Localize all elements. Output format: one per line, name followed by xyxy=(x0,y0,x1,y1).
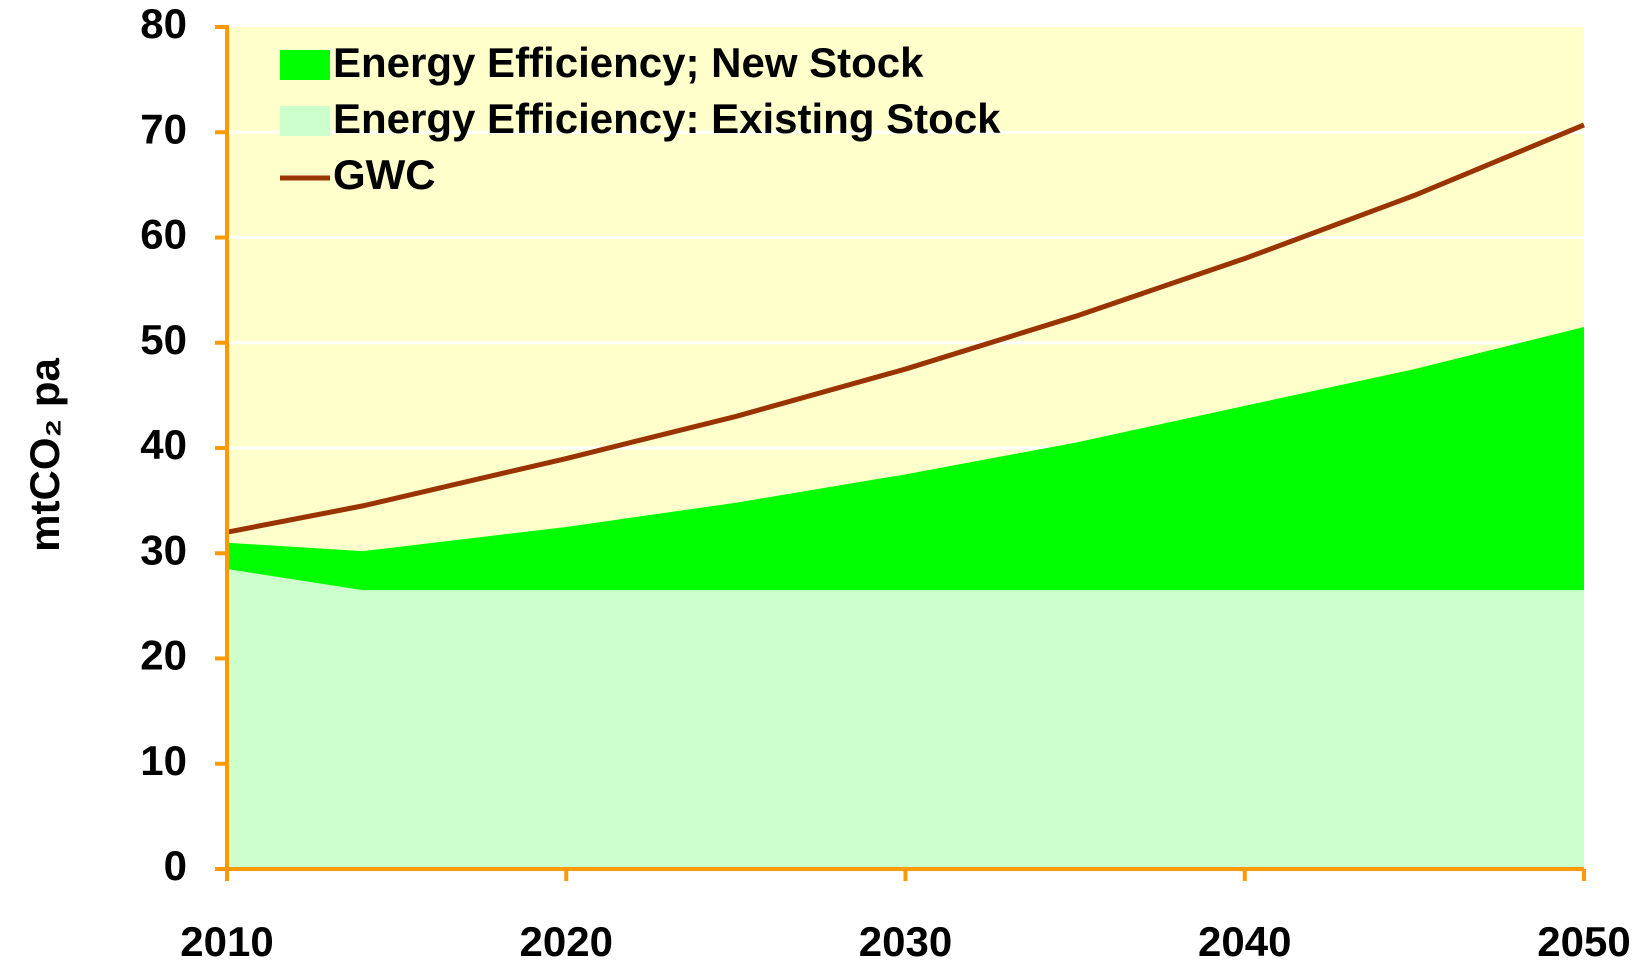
y-tick-label: 80 xyxy=(140,0,187,47)
legend-label: Energy Efficiency: Existing Stock xyxy=(333,95,1001,142)
x-tick-label: 2030 xyxy=(859,918,952,963)
area xyxy=(227,569,1584,869)
y-axis-label: mtCO₂ pa xyxy=(21,358,68,552)
line xyxy=(226,122,1585,535)
x-tick-label: 2010 xyxy=(180,918,273,963)
y-tick-label: 30 xyxy=(140,526,187,573)
x-tick-label: 2040 xyxy=(1198,918,1291,963)
y-tick-label: 0 xyxy=(164,842,187,889)
y-tick-label: 70 xyxy=(140,105,187,152)
y-tick-label: 40 xyxy=(140,421,187,468)
legend-swatch xyxy=(280,106,330,136)
y-tick-label: 60 xyxy=(140,211,187,258)
x-tick-label: 2050 xyxy=(1537,918,1630,963)
legend-swatch xyxy=(280,50,330,80)
y-tick-label: 50 xyxy=(140,316,187,363)
legend-label: GWC xyxy=(333,151,436,198)
x-tick-label: 2020 xyxy=(520,918,613,963)
legend-label: Energy Efficiency; New Stock xyxy=(333,39,924,86)
y-tick-label: 20 xyxy=(140,632,187,679)
y-tick-label: 10 xyxy=(140,737,187,784)
area xyxy=(227,326,1584,591)
